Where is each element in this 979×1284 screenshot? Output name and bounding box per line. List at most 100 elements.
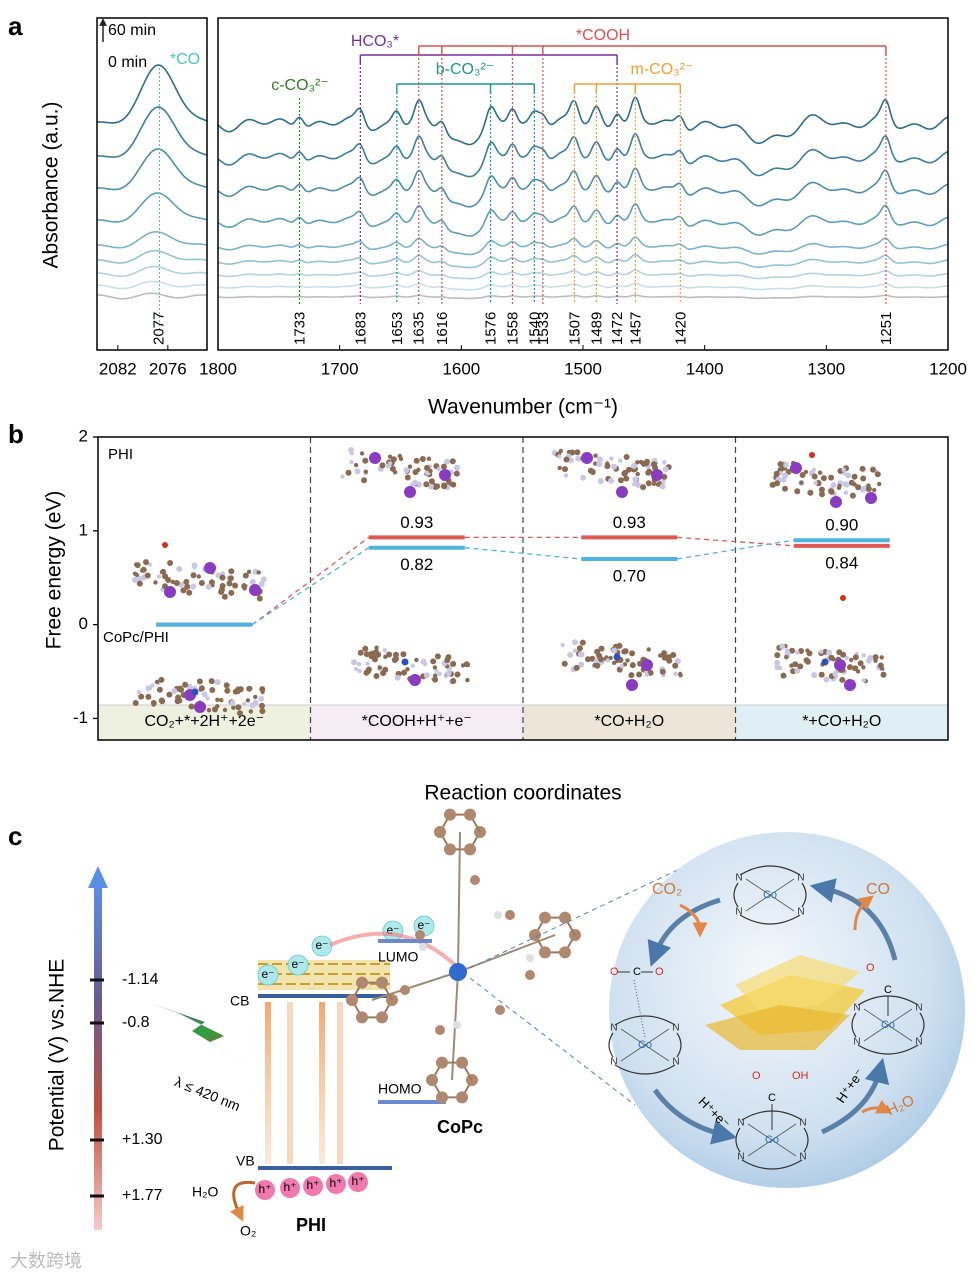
value-label: 0.90 — [825, 516, 858, 535]
atom — [218, 588, 225, 595]
atom — [440, 463, 447, 470]
phi-sheet — [735, 955, 860, 1010]
atom — [640, 484, 647, 491]
atom — [414, 657, 419, 663]
atom — [629, 650, 636, 657]
atom — [386, 651, 393, 658]
atom — [593, 461, 598, 466]
atom — [175, 694, 182, 701]
atom — [635, 482, 642, 488]
atom — [828, 488, 835, 495]
atom — [449, 458, 456, 465]
atom — [612, 660, 617, 665]
co2-label: CO₂ — [652, 881, 682, 898]
electron — [287, 954, 309, 976]
atom — [145, 693, 152, 700]
atom — [383, 654, 388, 659]
atom — [432, 676, 439, 683]
atom — [611, 463, 617, 470]
atom — [222, 707, 228, 713]
atom — [186, 683, 193, 690]
atom — [205, 583, 212, 590]
atom — [579, 639, 586, 646]
atom — [569, 449, 576, 456]
k-atom — [404, 486, 416, 498]
atom — [156, 574, 162, 579]
atom — [256, 570, 261, 575]
nitrogen: N — [853, 1003, 860, 1014]
macrocycle — [608, 1015, 682, 1075]
atom — [818, 671, 825, 678]
atom — [394, 674, 401, 681]
atom — [415, 930, 425, 940]
hole — [303, 1176, 323, 1196]
bond — [745, 878, 795, 912]
phi-label: PHI — [296, 1215, 326, 1235]
atom — [645, 469, 652, 476]
potential-label: -1.14 — [122, 971, 159, 988]
atom — [576, 645, 583, 652]
atom — [351, 659, 358, 666]
atom — [872, 487, 877, 493]
atom — [817, 470, 823, 475]
atom — [365, 668, 372, 675]
atom — [435, 1025, 445, 1035]
atom — [380, 670, 387, 677]
cobalt: Co — [765, 1134, 779, 1146]
atom — [444, 458, 450, 465]
atom — [215, 704, 220, 709]
atom — [832, 672, 837, 677]
hydroxyl: OH — [792, 1070, 809, 1082]
value-label: 0.93 — [400, 513, 433, 532]
atom — [804, 658, 811, 665]
atom — [456, 1056, 468, 1069]
atom — [416, 467, 421, 472]
species-label: HCO₃* — [351, 33, 399, 50]
k-atom — [164, 586, 176, 598]
atom — [859, 486, 866, 493]
atom — [379, 462, 386, 469]
atom — [859, 465, 866, 472]
atom — [208, 579, 215, 586]
atom — [173, 580, 180, 586]
atom — [158, 676, 165, 683]
atom — [382, 648, 388, 653]
atom — [228, 568, 235, 575]
atom — [154, 679, 160, 685]
time-end: 60 min — [108, 22, 156, 39]
panel-a: a Absorbance (a.u.) Wavenumber (cm⁻¹) 2082 2… — [8, 11, 967, 419]
atom — [450, 481, 457, 488]
axis-label: Potential (V) vs.NHE — [46, 959, 69, 1152]
atom — [256, 595, 263, 602]
atom — [578, 661, 585, 668]
atom — [246, 569, 252, 574]
atom — [870, 466, 876, 473]
electron — [257, 964, 279, 986]
atom — [362, 457, 369, 464]
atom — [220, 571, 226, 576]
spectrum — [217, 132, 949, 178]
hole-label: h⁺ — [306, 1178, 319, 1192]
atom — [391, 657, 398, 663]
atom — [622, 648, 629, 655]
cobalt: Co — [763, 889, 777, 901]
atom — [645, 480, 652, 487]
species-label: b-CO₃²⁻ — [436, 61, 495, 78]
atom — [450, 678, 457, 684]
atom — [495, 1005, 505, 1015]
atom — [356, 976, 368, 989]
spectrum-co — [97, 106, 208, 158]
atom — [563, 456, 570, 463]
atom — [842, 481, 849, 488]
co-atom — [821, 658, 829, 666]
atom — [575, 455, 582, 462]
atom — [799, 480, 804, 485]
atom — [423, 672, 430, 679]
atom — [618, 458, 623, 463]
atom — [376, 1011, 388, 1024]
atom — [580, 474, 587, 481]
atom — [134, 562, 141, 569]
atom — [782, 461, 789, 468]
macrocycle — [733, 865, 807, 925]
atom — [223, 682, 230, 689]
